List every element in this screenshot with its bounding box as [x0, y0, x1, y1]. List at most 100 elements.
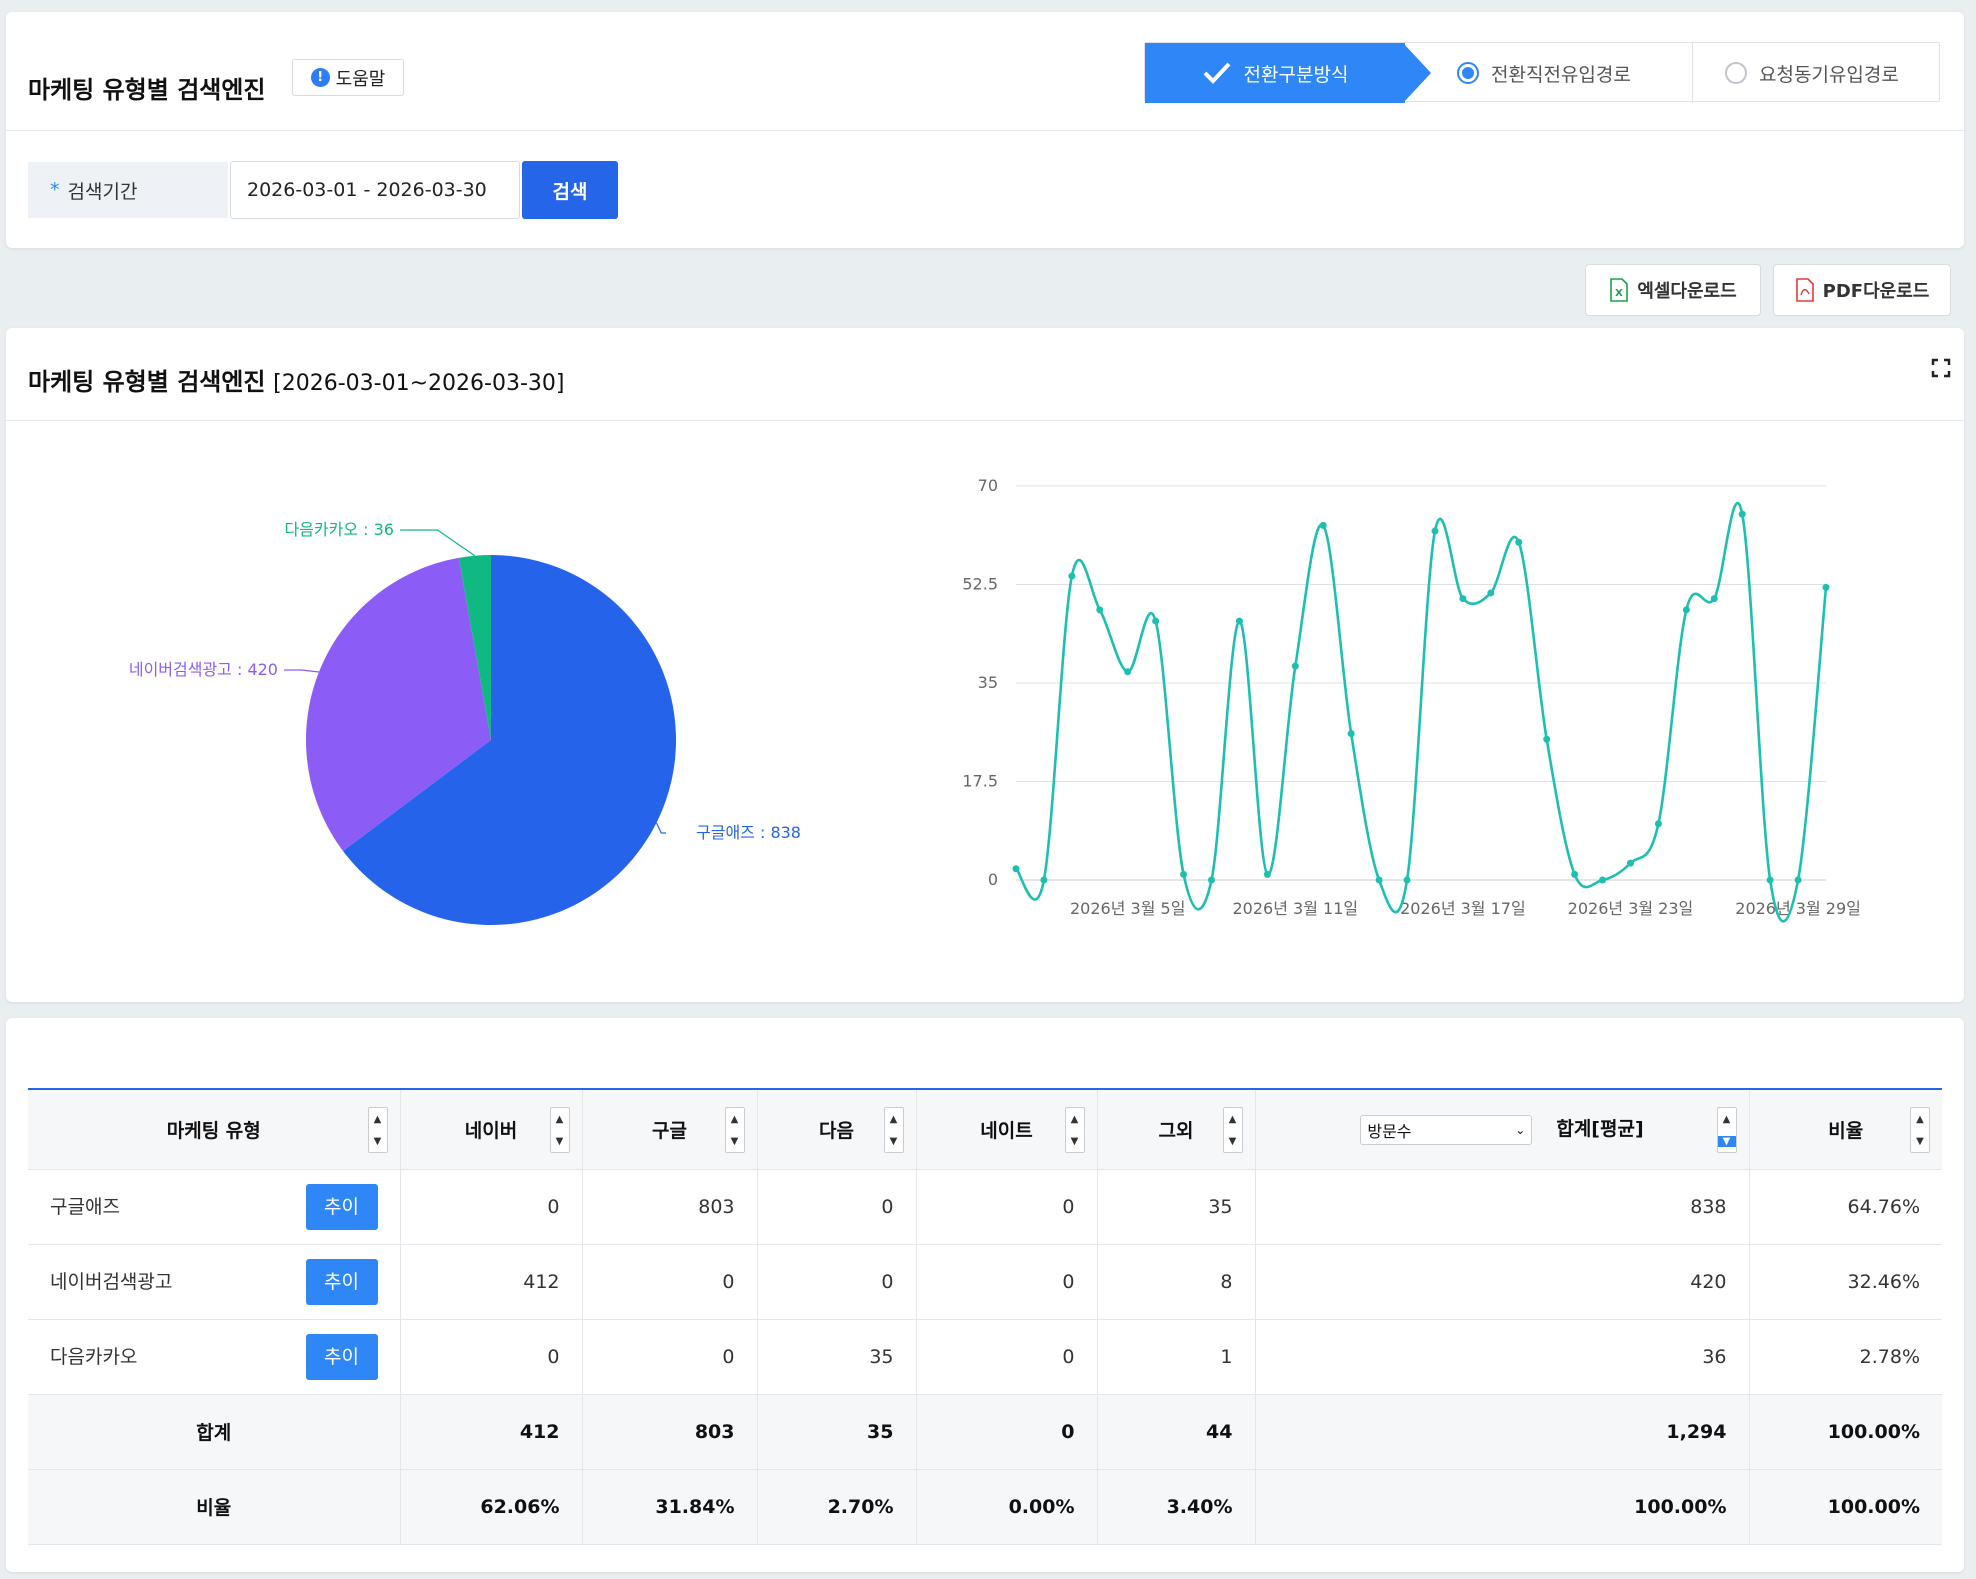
- cell: 412: [400, 1244, 583, 1320]
- col-header-ratio[interactable]: 비율 ▲ ▼: [1749, 1089, 1942, 1170]
- col-header-label: 합계[평균]: [1556, 1118, 1644, 1140]
- data-point: [1347, 730, 1355, 738]
- cell: 0: [916, 1319, 1098, 1395]
- data-point: [1375, 876, 1383, 884]
- cell: 0: [582, 1244, 758, 1320]
- cell: 35: [757, 1394, 917, 1470]
- row-type-cell: 네이버검색광고 추이: [28, 1244, 401, 1320]
- search-button[interactable]: 검색: [522, 161, 618, 219]
- col-header-total[interactable]: 방문수 ⌄ 합계[평균] ▲ ▼: [1255, 1089, 1750, 1170]
- col-header-label: 그외: [1158, 1119, 1194, 1142]
- data-point: [1599, 876, 1607, 884]
- sort-icon[interactable]: ▲ ▼: [724, 1107, 745, 1153]
- x-tick-label: 2026년 3월 23일: [1568, 899, 1694, 918]
- date-range-input[interactable]: 2026-03-01 - 2026-03-30: [230, 161, 520, 219]
- total-row: 합계 412 803 35 0 44 1,294 100.00%: [28, 1394, 1942, 1470]
- trend-button[interactable]: 추이: [305, 1183, 378, 1230]
- total-label: 합계: [28, 1394, 401, 1470]
- table-row: 구글애즈 추이 0 803 0 0 35 838 64.76%: [28, 1169, 1942, 1245]
- expand-icon[interactable]: [1931, 358, 1951, 378]
- excel-download-button[interactable]: X 엑셀다운로드: [1585, 264, 1761, 316]
- y-tick-label: 17.5: [962, 772, 998, 791]
- mode-tab-label: 전환구분방식: [1243, 63, 1349, 86]
- sort-icon[interactable]: ▲ ▼: [1064, 1107, 1085, 1153]
- mode-tab-conversion[interactable]: 전환구분방식: [1145, 43, 1405, 103]
- sort-icon[interactable]: ▲ ▼: [549, 1107, 570, 1153]
- pie-slice-label: 다음카카오 : 36: [284, 520, 394, 539]
- metric-select[interactable]: 방문수 ⌄: [1360, 1114, 1533, 1145]
- data-point: [1794, 876, 1802, 884]
- data-point: [1654, 820, 1662, 828]
- trend-button[interactable]: 추이: [305, 1258, 378, 1305]
- sort-icon[interactable]: ▲ ▼: [367, 1107, 388, 1153]
- trend-button[interactable]: 추이: [305, 1333, 378, 1380]
- cell: 0: [400, 1169, 583, 1245]
- pdf-download-button[interactable]: PDF다운로드: [1773, 264, 1951, 316]
- sort-icon[interactable]: ▲ ▼: [1716, 1107, 1737, 1153]
- x-tick-label: 2026년 3월 29일: [1735, 899, 1861, 918]
- col-header-label: 네이트: [980, 1119, 1033, 1142]
- x-tick-label: 2026년 3월 11일: [1233, 899, 1359, 918]
- col-header-naver[interactable]: 네이버 ▲ ▼: [400, 1089, 583, 1170]
- cell: 1: [1097, 1319, 1256, 1395]
- data-point: [1571, 870, 1579, 878]
- data-point: [1040, 876, 1048, 884]
- svg-text:X: X: [1615, 288, 1623, 299]
- sort-icon[interactable]: ▲ ▼: [1222, 1107, 1243, 1153]
- pie-leader-line: [655, 822, 666, 834]
- cell: 412: [400, 1394, 583, 1470]
- cell: 44: [1097, 1394, 1256, 1470]
- help-button[interactable]: ! 도움말: [292, 59, 404, 96]
- col-header-etc[interactable]: 그외 ▲ ▼: [1097, 1089, 1256, 1170]
- data-point: [1766, 876, 1774, 884]
- data-point: [1208, 876, 1216, 884]
- radio-label: 전환직전유입경로: [1491, 63, 1631, 86]
- table-row: 네이버검색광고 추이 412 0 0 0 8 420 32.46%: [28, 1244, 1942, 1320]
- row-type-label: 네이버검색광고: [50, 1270, 173, 1293]
- radio-request-path[interactable]: 요청동기유입경로: [1725, 43, 1899, 103]
- cell: 0: [582, 1319, 758, 1395]
- col-header-label: 다음: [819, 1119, 854, 1142]
- table-header-row: 마케팅 유형 ▲ ▼ 네이버 ▲ ▼ 구글 ▲ ▼ 다음 ▲ ▼ 네이트 ▲ ▼ 그외 ▲ ▼ 방문수 ⌄…: [28, 1089, 1942, 1170]
- period-label-text: 검색기간: [67, 180, 138, 203]
- data-point: [1235, 617, 1243, 625]
- col-header-nate[interactable]: 네이트 ▲ ▼: [916, 1089, 1098, 1170]
- pdf-download-label: PDF다운로드: [1822, 281, 1930, 302]
- cell: 0: [916, 1244, 1098, 1320]
- chart-card-title: 마케팅 유형별 검색엔진 [2026-03-01~2026-03-30]: [28, 362, 564, 397]
- cell: 36: [1255, 1319, 1750, 1395]
- page-title: 마케팅 유형별 검색엔진: [28, 76, 266, 104]
- data-point: [1152, 617, 1160, 625]
- radio-checked-icon: [1457, 62, 1479, 84]
- data-point: [1822, 583, 1830, 591]
- cell: 0: [757, 1169, 917, 1245]
- y-tick-label: 70: [978, 476, 998, 495]
- table-card: 마케팅 유형 ▲ ▼ 네이버 ▲ ▼ 구글 ▲ ▼ 다음 ▲ ▼ 네이트 ▲ ▼ 그외 ▲ ▼ 방문수 ⌄…: [6, 1018, 1964, 1572]
- divider: [6, 130, 1964, 131]
- col-header-google[interactable]: 구글 ▲ ▼: [582, 1089, 758, 1170]
- row-type-cell: 다음카카오 추이: [28, 1319, 401, 1395]
- cell: 0: [400, 1319, 583, 1395]
- cell: 31.84%: [582, 1469, 758, 1545]
- col-header-daum[interactable]: 다음 ▲ ▼: [757, 1089, 917, 1170]
- cell: 62.06%: [400, 1469, 583, 1545]
- check-icon: [1203, 62, 1231, 84]
- chevron-down-icon: ⌄: [1515, 1122, 1526, 1137]
- data-point: [1459, 595, 1467, 603]
- period-label: * 검색기간: [28, 162, 228, 218]
- col-header-type[interactable]: 마케팅 유형 ▲ ▼: [28, 1089, 401, 1170]
- col-header-label: 비율: [1828, 1119, 1864, 1142]
- data-point: [1515, 538, 1523, 546]
- col-header-label: 마케팅 유형: [166, 1119, 261, 1142]
- sort-icon[interactable]: ▲ ▼: [1910, 1107, 1930, 1153]
- pie-slice: [458, 555, 491, 740]
- chart-card: 마케팅 유형별 검색엔진 [2026-03-01~2026-03-30] 구글애…: [6, 328, 1964, 1002]
- info-icon: !: [310, 68, 330, 87]
- series-line: [1015, 501, 1828, 923]
- cell: 0: [916, 1394, 1098, 1470]
- cell: 2.70%: [757, 1469, 917, 1545]
- pie-slice: [305, 557, 491, 851]
- sort-icon[interactable]: ▲ ▼: [883, 1107, 904, 1153]
- cell: 0: [757, 1244, 917, 1320]
- radio-direct-path[interactable]: 전환직전유입경로: [1457, 43, 1631, 103]
